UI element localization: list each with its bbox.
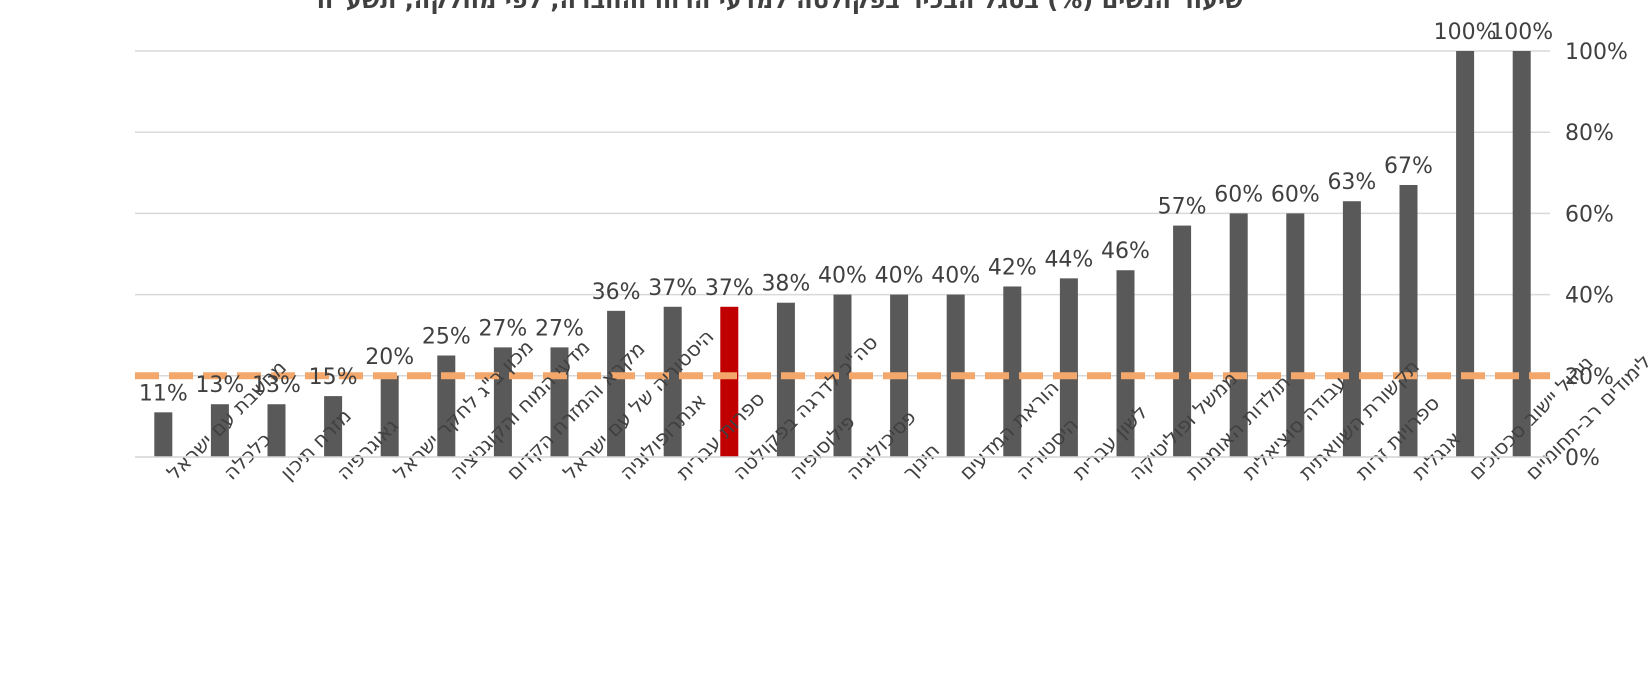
data-label: 46% — [1101, 239, 1150, 264]
bar — [267, 404, 286, 457]
data-label: 11% — [139, 381, 188, 406]
data-label: 60% — [1271, 182, 1320, 207]
data-label: 40% — [931, 264, 980, 289]
y-tick-label: 100% — [1565, 40, 1628, 65]
bar-highlighted — [720, 306, 739, 457]
bars — [154, 51, 1531, 458]
data-labels: 11% 13% 13% 15% 20% 25% 27% 27% 36% 37% 37% 38% 40% 4… — [139, 20, 1553, 406]
data-label: 15% — [309, 365, 358, 390]
data-label: 25% — [422, 325, 471, 350]
bar — [776, 302, 795, 457]
bar — [1059, 278, 1078, 457]
data-label: 20% — [365, 345, 414, 370]
data-label: 44% — [1044, 247, 1093, 272]
bar — [437, 355, 456, 457]
bar — [607, 310, 626, 457]
bar — [380, 375, 399, 457]
bar — [324, 396, 343, 457]
data-label: 13% — [195, 373, 244, 398]
data-label: 40% — [818, 264, 867, 289]
data-label: 37% — [705, 276, 754, 301]
bar — [154, 412, 173, 457]
bar — [1342, 201, 1361, 457]
bar — [1399, 184, 1418, 458]
data-label: 42% — [988, 255, 1037, 280]
bar — [210, 404, 229, 457]
bar — [1229, 213, 1248, 457]
data-label: 57% — [1158, 195, 1207, 220]
data-label: 60% — [1214, 182, 1263, 207]
data-label: 37% — [648, 276, 697, 301]
y-tick-label: 80% — [1565, 121, 1614, 146]
data-label: 27% — [535, 316, 584, 341]
data-label: 40% — [875, 264, 924, 289]
data-label: 36% — [592, 280, 641, 305]
data-label: 27% — [478, 316, 527, 341]
chart-title: שיעור הנשים (%) בסגל הבכיר בפקולטה למדעי… — [317, 0, 1243, 14]
bar — [1456, 51, 1475, 457]
data-label: 13% — [252, 373, 301, 398]
bar — [1003, 286, 1022, 457]
data-label: 67% — [1384, 154, 1433, 179]
y-tick-label: 0% — [1565, 446, 1600, 471]
bar — [1286, 213, 1305, 457]
y-axis: 0% 20% 40% 60% 80% 100% — [1565, 40, 1628, 471]
y-tick-label: 60% — [1565, 202, 1614, 227]
y-tick-label: 40% — [1565, 284, 1614, 309]
data-label: 63% — [1327, 170, 1376, 195]
data-label: 38% — [761, 272, 810, 297]
bar — [1116, 270, 1135, 457]
bar — [833, 294, 852, 457]
data-label: 100% — [1490, 20, 1553, 45]
bar — [1173, 225, 1192, 457]
y-tick-label: 20% — [1565, 365, 1614, 390]
bar — [1512, 51, 1531, 457]
data-label: 100% — [1434, 20, 1497, 45]
bar — [663, 306, 682, 457]
